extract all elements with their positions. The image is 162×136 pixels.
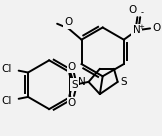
Text: O: O: [129, 5, 137, 15]
Text: +: +: [139, 24, 145, 30]
Text: N: N: [133, 25, 141, 35]
Text: O: O: [153, 23, 161, 33]
Text: O: O: [68, 62, 76, 72]
Text: Cl: Cl: [2, 64, 12, 74]
Text: Cl: Cl: [2, 96, 12, 106]
Text: -: -: [141, 8, 144, 17]
Text: S: S: [121, 77, 127, 87]
Text: O: O: [68, 98, 76, 108]
Text: O: O: [64, 18, 73, 27]
Text: N: N: [78, 77, 86, 87]
Text: S: S: [71, 80, 78, 90]
